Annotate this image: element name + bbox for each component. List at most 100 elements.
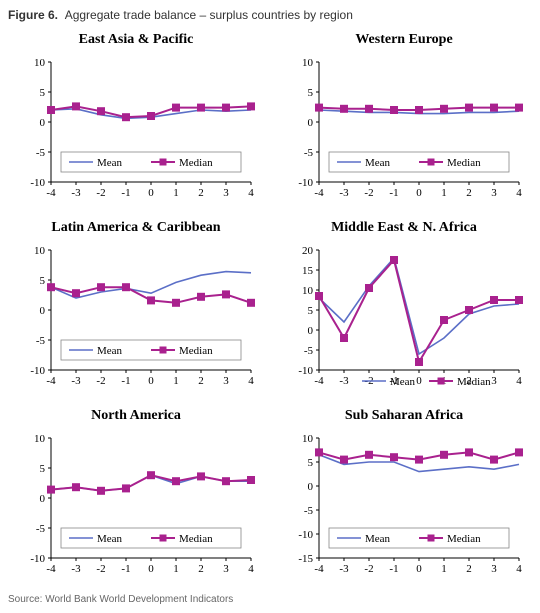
svg-text:1: 1	[441, 187, 447, 199]
svg-text:5: 5	[40, 87, 46, 99]
svg-text:0: 0	[416, 187, 422, 199]
svg-text:-10: -10	[298, 365, 313, 377]
svg-text:2: 2	[198, 187, 204, 199]
svg-text:-15: -15	[298, 553, 313, 565]
svg-text:-1: -1	[121, 563, 130, 575]
svg-text:5: 5	[308, 457, 314, 469]
svg-text:-3: -3	[71, 375, 81, 387]
chart-panel: Western Europe-10-50510-4-3-2-101234Mean…	[276, 30, 532, 212]
svg-text:Mean: Mean	[97, 345, 123, 357]
svg-text:0: 0	[416, 563, 422, 575]
svg-text:-2: -2	[96, 187, 105, 199]
svg-text:5: 5	[40, 463, 46, 475]
svg-text:3: 3	[491, 563, 497, 575]
svg-text:5: 5	[40, 275, 46, 287]
svg-text:4: 4	[516, 375, 522, 387]
svg-text:Median: Median	[179, 345, 213, 357]
chart-panel: Latin America & Caribbean-10-50510-4-3-2…	[8, 218, 264, 400]
chart-svg: -10-50510-4-3-2-101234MeanMedian	[11, 428, 261, 588]
chart-svg: -10-505101520-4-3-2-101234MeanMedian	[279, 240, 529, 400]
svg-text:0: 0	[40, 493, 46, 505]
svg-text:-2: -2	[96, 375, 105, 387]
svg-text:-10: -10	[30, 365, 45, 377]
svg-text:10: 10	[302, 57, 314, 69]
svg-text:3: 3	[491, 187, 497, 199]
svg-text:-5: -5	[36, 147, 46, 159]
svg-text:4: 4	[516, 187, 522, 199]
svg-text:-10: -10	[30, 553, 45, 565]
svg-text:2: 2	[466, 187, 472, 199]
svg-text:1: 1	[173, 187, 179, 199]
figure-caption: Figure 6. Aggregate trade balance – surp…	[8, 8, 532, 22]
svg-text:10: 10	[34, 433, 46, 445]
svg-text:-4: -4	[314, 187, 324, 199]
svg-text:-3: -3	[339, 375, 349, 387]
svg-text:0: 0	[40, 305, 46, 317]
svg-text:10: 10	[302, 285, 314, 297]
svg-text:0: 0	[148, 375, 154, 387]
svg-text:-1: -1	[121, 187, 130, 199]
svg-text:Mean: Mean	[97, 157, 123, 169]
svg-text:20: 20	[302, 245, 314, 257]
svg-text:10: 10	[34, 245, 46, 257]
svg-text:3: 3	[223, 187, 229, 199]
figure-title-text: Aggregate trade balance – surplus countr…	[65, 8, 353, 22]
svg-text:Mean: Mean	[390, 376, 416, 388]
svg-text:0: 0	[416, 375, 422, 387]
source-text: Source: World Bank World Development Ind…	[8, 594, 532, 605]
svg-text:-3: -3	[71, 187, 81, 199]
svg-text:-4: -4	[46, 375, 56, 387]
chart-svg: -10-50510-4-3-2-101234MeanMedian	[11, 52, 261, 212]
svg-text:2: 2	[198, 563, 204, 575]
svg-text:0: 0	[308, 325, 314, 337]
chart-svg: -15-10-50510-4-3-2-101234MeanMedian	[279, 428, 529, 588]
svg-text:0: 0	[148, 187, 154, 199]
svg-text:-5: -5	[304, 505, 314, 517]
chart-svg: -10-50510-4-3-2-101234MeanMedian	[279, 52, 529, 212]
chart-panel: North America-10-50510-4-3-2-101234MeanM…	[8, 406, 264, 588]
panel-title: North America	[8, 408, 264, 424]
svg-text:-1: -1	[121, 375, 130, 387]
svg-text:-3: -3	[339, 563, 349, 575]
svg-text:-4: -4	[46, 187, 56, 199]
svg-text:1: 1	[441, 563, 447, 575]
svg-text:0: 0	[40, 117, 46, 129]
svg-text:-2: -2	[96, 563, 105, 575]
panel-title: Western Europe	[276, 32, 532, 48]
figure-label: Figure 6.	[8, 8, 58, 22]
svg-text:3: 3	[223, 563, 229, 575]
svg-text:-4: -4	[46, 563, 56, 575]
chart-panel: Middle East & N. Africa-10-505101520-4-3…	[276, 218, 532, 400]
svg-text:Mean: Mean	[365, 533, 391, 545]
chart-grid: East Asia & Pacific-10-50510-4-3-2-10123…	[8, 30, 532, 588]
svg-text:-5: -5	[36, 523, 46, 535]
panel-title: East Asia & Pacific	[8, 32, 264, 48]
svg-text:-10: -10	[298, 529, 313, 541]
svg-text:-5: -5	[304, 147, 314, 159]
svg-text:-4: -4	[314, 563, 324, 575]
svg-text:Median: Median	[179, 533, 213, 545]
svg-text:-1: -1	[389, 187, 398, 199]
svg-text:Median: Median	[447, 157, 481, 169]
svg-text:-5: -5	[304, 345, 314, 357]
svg-text:Mean: Mean	[97, 533, 123, 545]
svg-text:-10: -10	[30, 177, 45, 189]
svg-text:Median: Median	[447, 533, 481, 545]
svg-text:0: 0	[308, 481, 314, 493]
svg-text:2: 2	[198, 375, 204, 387]
svg-text:4: 4	[516, 563, 522, 575]
svg-text:-3: -3	[339, 187, 349, 199]
svg-text:-1: -1	[389, 563, 398, 575]
svg-text:4: 4	[248, 375, 254, 387]
svg-text:2: 2	[466, 563, 472, 575]
svg-text:5: 5	[308, 305, 314, 317]
svg-text:0: 0	[308, 117, 314, 129]
panel-title: Sub Saharan Africa	[276, 408, 532, 424]
svg-text:-5: -5	[36, 335, 46, 347]
svg-text:0: 0	[148, 563, 154, 575]
svg-text:Mean: Mean	[365, 157, 391, 169]
svg-text:3: 3	[491, 375, 497, 387]
svg-text:5: 5	[308, 87, 314, 99]
svg-text:4: 4	[248, 187, 254, 199]
svg-text:10: 10	[302, 433, 314, 445]
